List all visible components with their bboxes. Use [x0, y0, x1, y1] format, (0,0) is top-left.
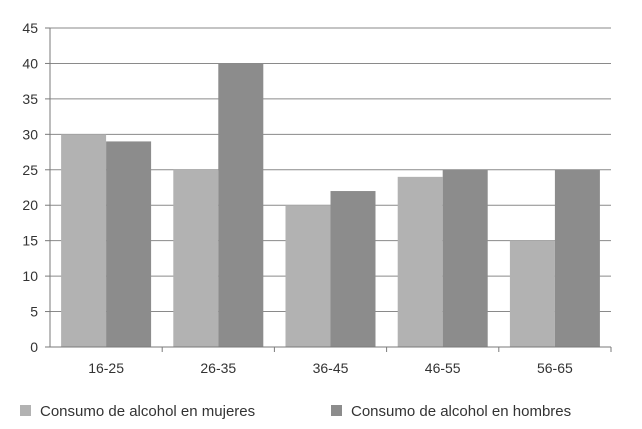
bar — [397, 176, 443, 347]
y-tick-label: 25 — [22, 162, 38, 178]
y-tick-label: 40 — [22, 55, 38, 71]
y-tick-label: 10 — [22, 268, 38, 284]
y-tick-label: 0 — [30, 339, 38, 355]
x-tick-labels: 16-25 26-35 36-45 46-55 56-65 — [88, 360, 573, 376]
legend-swatch — [20, 405, 31, 416]
bar — [106, 141, 152, 347]
y-tick-label: 20 — [22, 197, 38, 213]
bar — [509, 240, 555, 347]
y-tick-label: 30 — [22, 126, 38, 142]
x-tick-label: 36-45 — [313, 360, 349, 376]
bar — [285, 205, 331, 347]
bar — [442, 169, 488, 347]
axes — [49, 28, 611, 348]
x-tick-label: 26-35 — [200, 360, 236, 376]
y-tick-label: 35 — [22, 91, 38, 107]
legend-label: Consumo de alcohol en mujeres — [40, 403, 255, 420]
x-tick-label: 56-65 — [537, 360, 573, 376]
legend: Consumo de alcohol en mujeres Consumo de … — [20, 403, 571, 420]
bar — [218, 63, 264, 347]
y-tick-label: 5 — [30, 304, 38, 320]
bar — [173, 169, 219, 347]
bar — [61, 134, 107, 347]
bar — [330, 191, 376, 347]
x-tick-label: 46-55 — [425, 360, 461, 376]
legend-label: Consumo de alcohol en hombres — [351, 403, 571, 420]
bar — [554, 169, 600, 347]
y-tick-label: 45 — [22, 20, 38, 36]
y-tick-labels: 0 5 10 15 20 25 30 35 40 45 — [22, 20, 38, 355]
x-tick-label: 16-25 — [88, 360, 124, 376]
legend-swatch — [331, 405, 342, 416]
y-tick-label: 15 — [22, 233, 38, 249]
bars — [61, 63, 600, 347]
